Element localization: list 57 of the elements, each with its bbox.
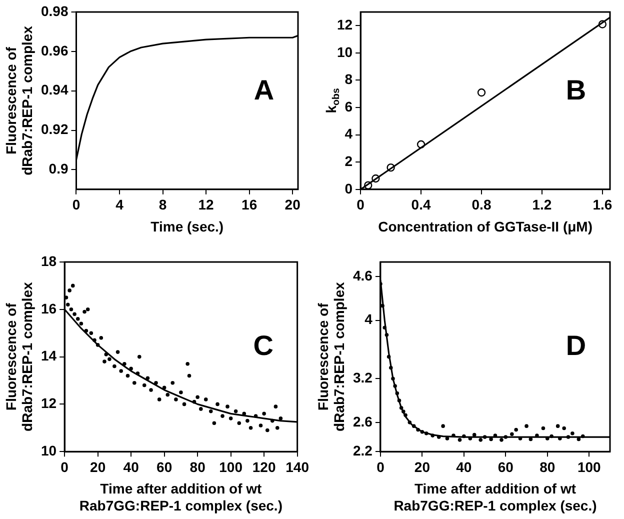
y-tick-label: 0.9	[48, 160, 68, 177]
y-axis-title: Fluorescence of dRab7:REP-1 complex	[2, 282, 35, 432]
y-tick-label: 8	[344, 71, 353, 88]
x-tick-label: 100	[577, 458, 602, 475]
x-tick-label: 60	[498, 458, 514, 475]
y-tick-label: 0.94	[41, 82, 68, 98]
x-tick-label: 40	[123, 458, 140, 475]
y-axis-title: kobs	[322, 88, 342, 114]
y-tick-label: 4	[364, 311, 373, 328]
y-tick-label: 16	[40, 300, 57, 316]
x-tick-label: 100	[219, 458, 243, 475]
x-tick-label: 4	[116, 196, 124, 213]
y-tick-label: 10	[40, 442, 57, 458]
y-tick-label: 2.2	[352, 442, 373, 458]
x-axis-title: Time after addition of wt Rab7GG:REP-1 complex (sec.)	[79, 480, 282, 514]
y-tick-label: 18	[40, 252, 57, 269]
annotation: B	[566, 74, 586, 106]
x-tick-label: 0.8	[472, 196, 492, 213]
x-tick-label: 1.2	[532, 196, 552, 213]
x-tick-label: 20	[414, 458, 430, 475]
x-tick-label: 0	[72, 196, 80, 213]
annotation: C	[253, 330, 274, 362]
x-axis-title: Time after addition of wt Rab7GG:REP-1 complex (sec.)	[394, 480, 597, 514]
x-tick-label: 140	[286, 458, 310, 475]
y-tick-label: 0.92	[41, 121, 68, 138]
x-tick-label: 20	[90, 458, 106, 475]
x-tick-label: 8	[158, 196, 167, 213]
y-tick-label: 3.2	[352, 370, 373, 386]
y-tick-label: 10	[336, 44, 353, 60]
y-tick-label: 6	[344, 98, 353, 114]
x-tick-label: 60	[156, 458, 172, 475]
y-tick-label: 4.6	[352, 267, 373, 284]
y-tick-label: 12	[40, 395, 57, 412]
y-tick-label: 0	[344, 180, 353, 196]
x-tick-label: 0	[376, 458, 385, 475]
x-tick-label: 0.4	[411, 196, 431, 213]
x-tick-label: 1.6	[592, 196, 612, 213]
annotation: A	[254, 74, 274, 106]
y-tick-label: 2	[344, 152, 353, 169]
x-tick-label: 40	[456, 458, 472, 475]
y-tick-label: 0.96	[41, 42, 68, 58]
y-axis-title: Fluorescence of dRab7:REP-1 complex	[314, 282, 347, 432]
y-tick-label: 12	[336, 16, 353, 33]
x-tick-label: 20	[284, 196, 301, 213]
y-tick-label: 2.6	[352, 413, 373, 430]
y-axis-title: Fluorescence of dRab7:REP-1 complex	[2, 26, 35, 176]
x-tick-label: 80	[540, 458, 556, 475]
y-tick-label: 4	[344, 126, 353, 142]
x-tick-label: 80	[190, 458, 206, 475]
y-tick-label: 0.98	[41, 2, 68, 19]
x-tick-label: 16	[242, 196, 258, 213]
annotation: D	[566, 330, 586, 362]
x-tick-label: 12	[198, 196, 214, 213]
y-tick-label: 14	[40, 348, 57, 364]
x-axis-title: Time (sec.)	[150, 218, 224, 234]
x-tick-label: 120	[252, 458, 276, 475]
x-axis-title: Concentration of GGTase-II (μM)	[378, 218, 592, 234]
